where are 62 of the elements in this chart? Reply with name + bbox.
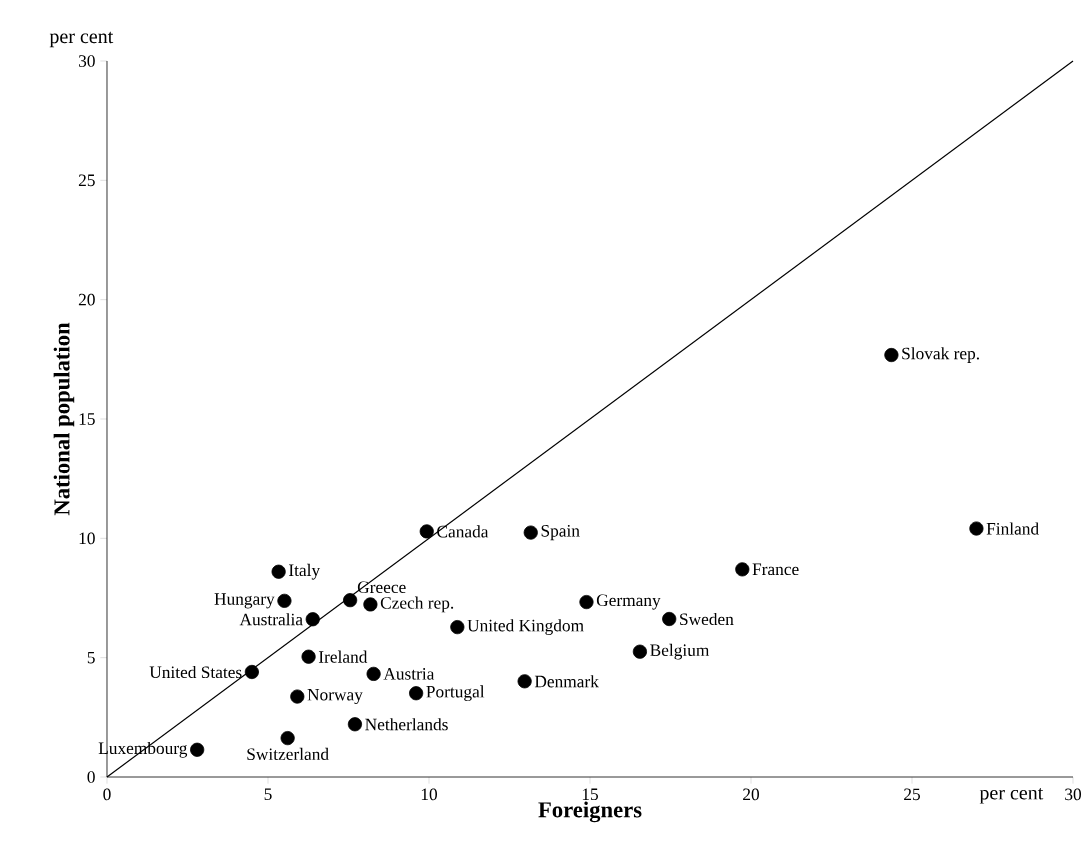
- point: [277, 593, 292, 608]
- x-tick-label: 0: [103, 788, 111, 801]
- x-tick-label: 25: [904, 788, 920, 801]
- annotation: United States: [149, 665, 242, 679]
- point: [579, 594, 594, 610]
- point: [884, 347, 899, 363]
- point: [632, 644, 647, 659]
- annotation: France: [752, 563, 799, 576]
- annotation: Portugal: [426, 685, 485, 702]
- point: [290, 689, 305, 704]
- point: [190, 742, 205, 757]
- point: [517, 674, 532, 689]
- annotation: Czech rep.: [380, 596, 454, 613]
- y-tick-label: 0: [87, 771, 95, 783]
- point: [366, 666, 381, 681]
- annotation: Sweden: [680, 612, 734, 626]
- x-axis-title: Foreigners: [538, 801, 642, 823]
- point: [419, 524, 434, 539]
- point: [450, 620, 465, 635]
- y-tick-label: 15: [79, 413, 95, 425]
- point: [305, 612, 320, 627]
- annotation: Hungary: [214, 593, 275, 609]
- text: per cent: [979, 788, 1044, 804]
- annotation: Belgium: [650, 643, 710, 660]
- text: per cent: [49, 31, 114, 48]
- annotation: Spain: [541, 525, 580, 541]
- point: [969, 521, 984, 536]
- x-tick-label: 20: [743, 788, 760, 801]
- point: [409, 686, 424, 701]
- y-tick-label: 25: [78, 174, 95, 187]
- y-axis-title: National population: [53, 322, 75, 516]
- annotation: Australia: [239, 613, 303, 626]
- annotation: Canada: [437, 525, 489, 538]
- point: [735, 562, 750, 577]
- annotation: Norway: [307, 689, 363, 705]
- point: [347, 717, 363, 732]
- annotation: Denmark: [534, 675, 599, 688]
- y-tick-label: 20: [78, 293, 95, 306]
- annotation: Austria: [383, 668, 435, 680]
- annotation: Slovak rep.: [902, 347, 979, 363]
- annotation: Ireland: [318, 650, 368, 663]
- point: [363, 597, 378, 612]
- annotation: Netherlands: [365, 718, 448, 731]
- annotation: Finland: [986, 522, 1039, 535]
- point: [280, 731, 295, 746]
- point: [271, 564, 286, 579]
- point: [662, 611, 677, 627]
- point: [343, 593, 358, 608]
- annotation: United Kingdom: [467, 619, 584, 635]
- annotation: Germany: [596, 594, 661, 610]
- y-tick-label: 5: [87, 651, 95, 664]
- y-tick-label: 10: [79, 532, 95, 545]
- y-tick-label: 30: [78, 55, 95, 67]
- x-tick-label: 5: [264, 788, 272, 801]
- x-tick-label: 10: [421, 788, 438, 801]
- annotation: Switzerland: [247, 747, 329, 761]
- x-tick-label: 30: [1065, 788, 1082, 801]
- annotation: Italy: [288, 563, 321, 580]
- x-tick-label: 15: [582, 788, 598, 801]
- point: [301, 649, 316, 664]
- point: [523, 525, 538, 540]
- point: [244, 664, 259, 680]
